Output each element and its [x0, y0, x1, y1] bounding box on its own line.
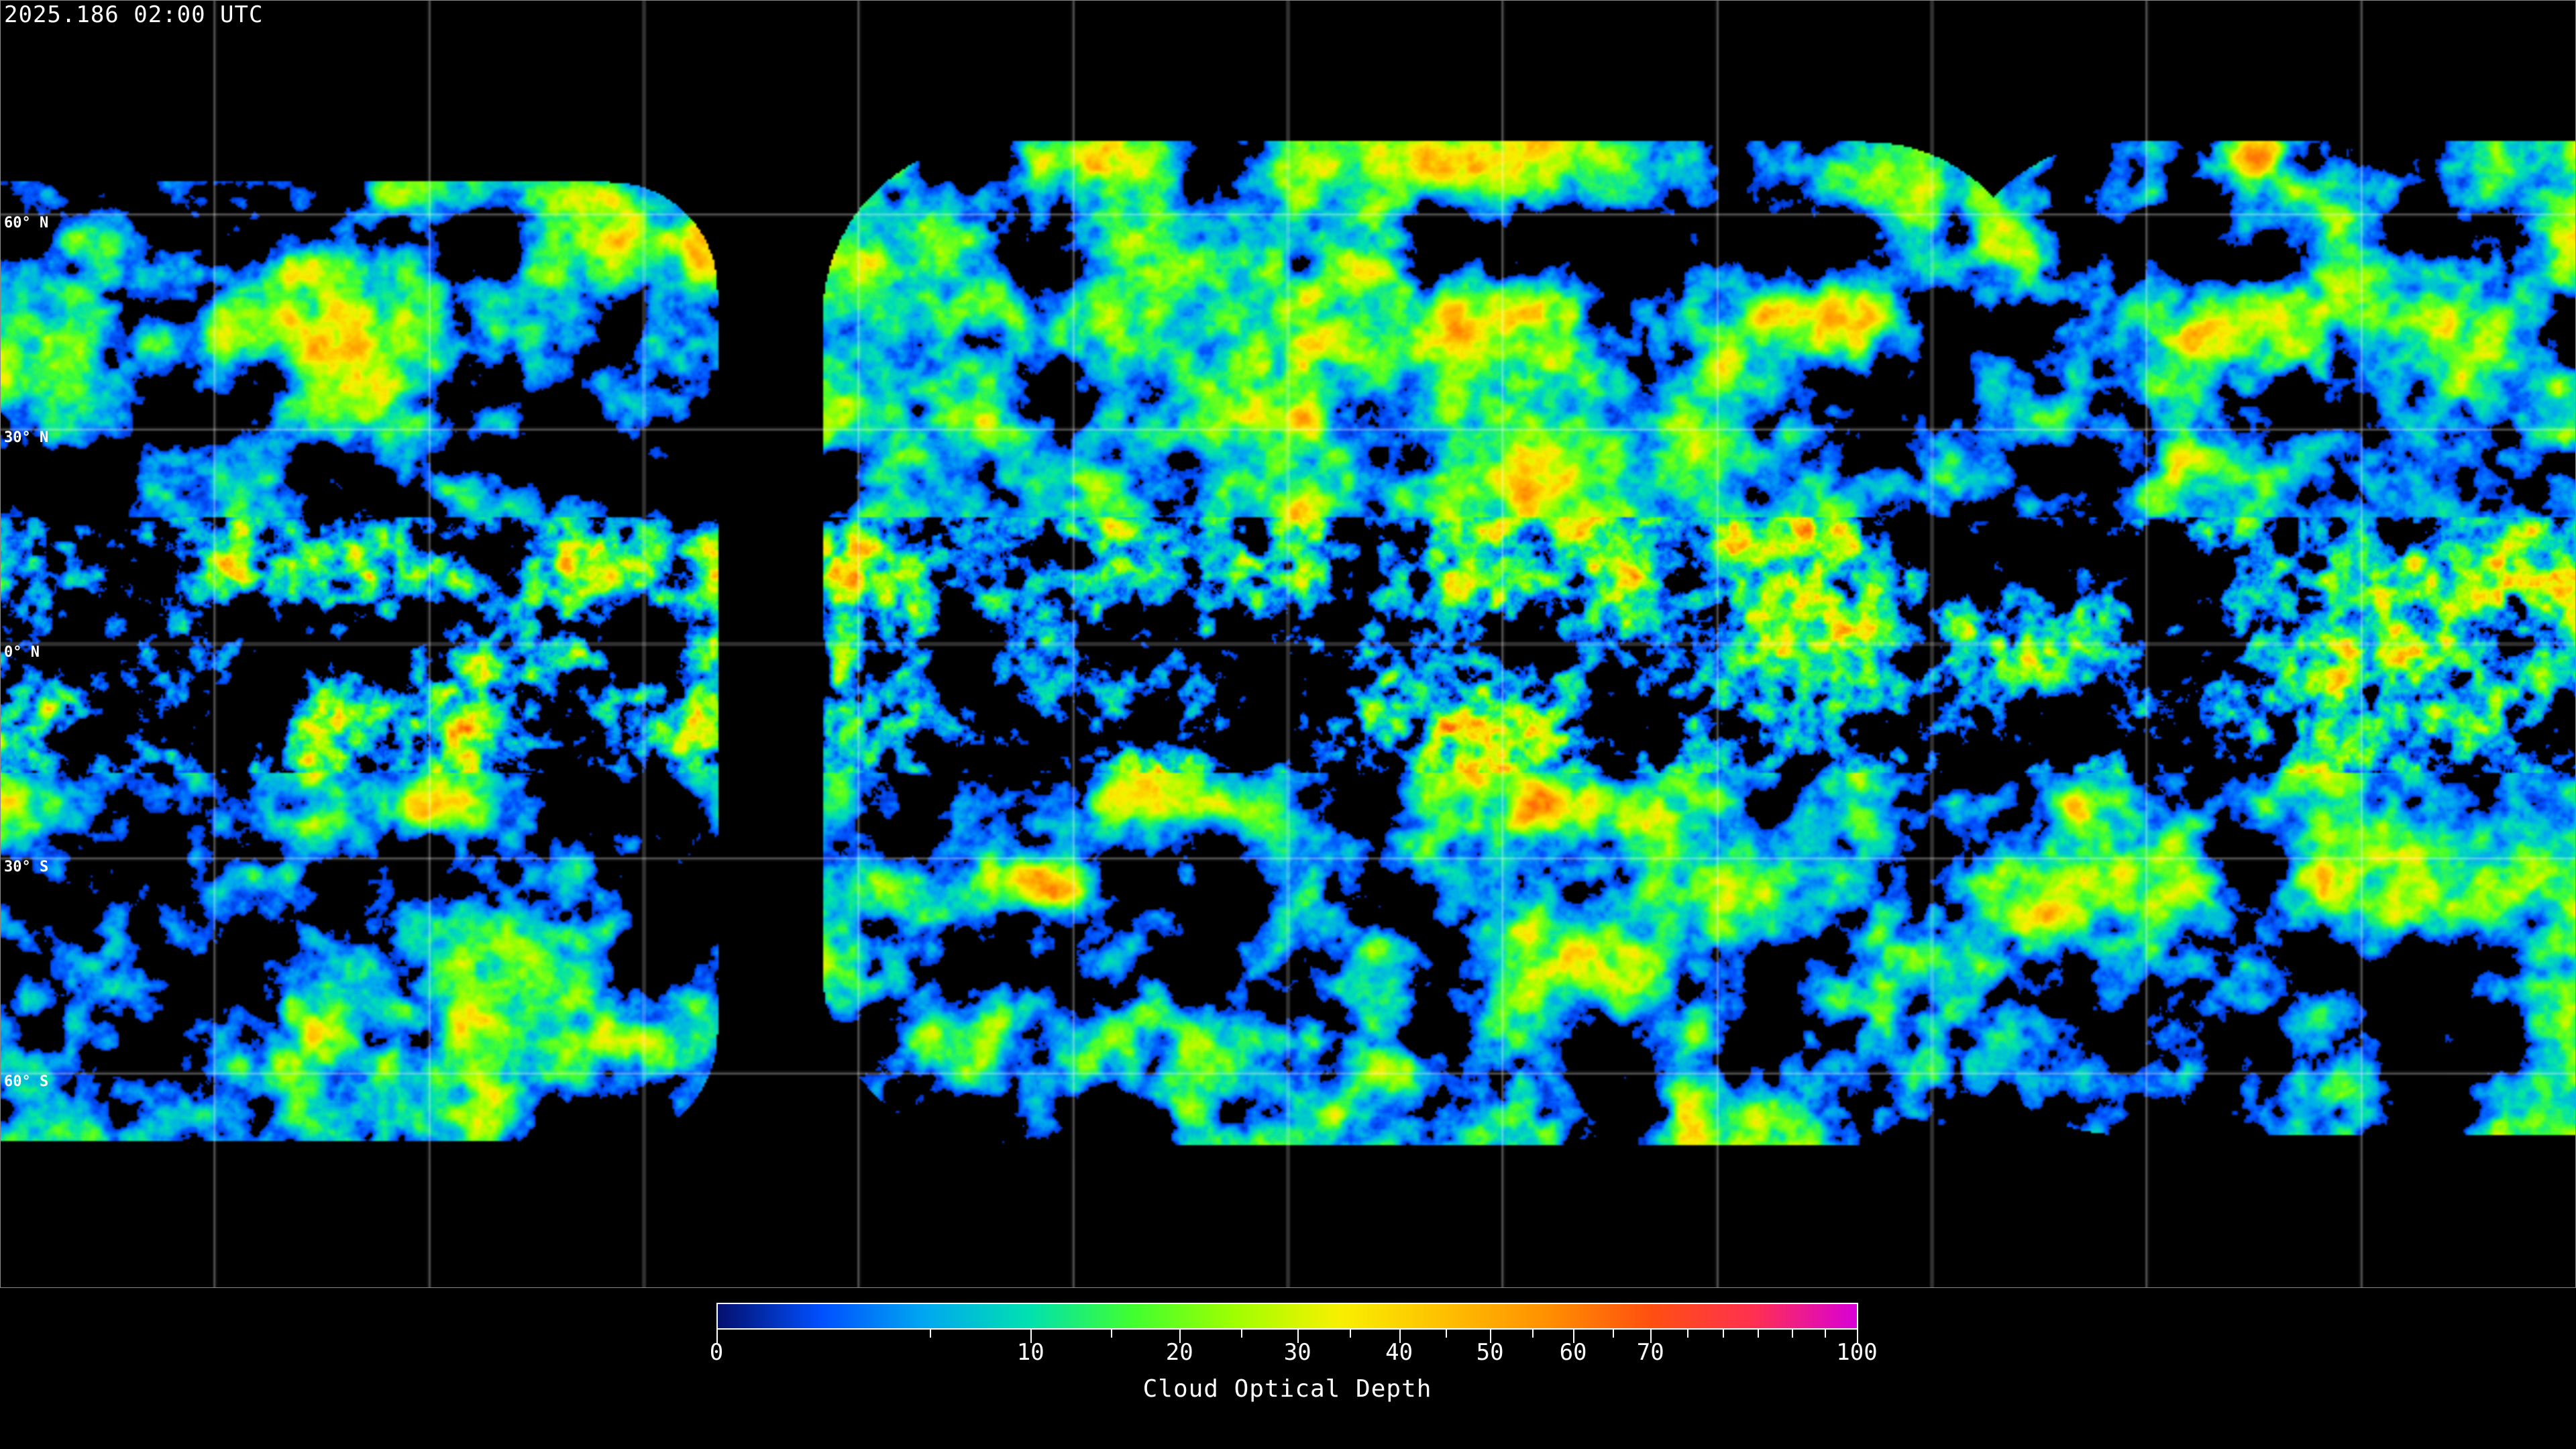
colorbar-major-tick: [1490, 1330, 1492, 1343]
colorbar-minor-tick: [1446, 1330, 1448, 1338]
colorbar-minor-tick: [929, 1330, 931, 1338]
colorbar-tick-label: 20: [1165, 1339, 1193, 1366]
cloud-optical-depth-map: [0, 0, 2576, 1288]
colorbar-tick-label: 10: [1016, 1339, 1044, 1366]
lat-label-60n: 60° N: [4, 215, 49, 231]
colorbar-minor-tick: [1241, 1330, 1243, 1338]
colorbar-tick-label: 50: [1476, 1339, 1504, 1366]
colorbar-minor-tick: [1110, 1330, 1112, 1338]
colorbar-major-tick: [1857, 1330, 1858, 1343]
colorbar-major-tick: [1399, 1330, 1401, 1343]
colorbar-minor-tick: [1350, 1330, 1352, 1338]
colorbar-tick-label: 70: [1636, 1339, 1664, 1366]
colorbar-major-tick: [1030, 1330, 1032, 1343]
colorbar-minor-tick: [1723, 1330, 1725, 1338]
colorbar-minor-tick: [1687, 1330, 1689, 1338]
lat-label-30n: 30° N: [4, 429, 49, 446]
colorbar-tick-label: 100: [1836, 1339, 1878, 1366]
colorbar-label: Cloud Optical Depth: [1142, 1375, 1432, 1403]
colorbar-major-tick: [1573, 1330, 1575, 1343]
colorbar-major-tick: [716, 1330, 718, 1343]
colorbar-tick-label: 40: [1385, 1339, 1413, 1366]
colorbar-minor-tick: [1824, 1330, 1826, 1338]
colorbar-minor-tick: [1758, 1330, 1760, 1338]
colorbar-tick-label: 30: [1283, 1339, 1311, 1366]
colorbar-minor-tick: [1532, 1330, 1534, 1338]
colorbar: [716, 1303, 1858, 1330]
colorbar-major-tick: [1297, 1330, 1299, 1343]
timestamp-title: 2025.186 02:00 UTC: [4, 1, 264, 28]
lat-label-60s: 60° S: [4, 1073, 49, 1090]
colorbar-minor-tick: [1791, 1330, 1793, 1338]
colorbar-tick-label: 0: [709, 1339, 724, 1366]
lat-label-30s: 30° S: [4, 859, 49, 875]
colorbar-minor-tick: [1612, 1330, 1614, 1338]
colorbar-major-tick: [1650, 1330, 1652, 1343]
colorbar-tick-label: 60: [1559, 1339, 1587, 1366]
colorbar-major-tick: [1179, 1330, 1181, 1343]
lat-label-0n: 0° N: [4, 644, 40, 661]
